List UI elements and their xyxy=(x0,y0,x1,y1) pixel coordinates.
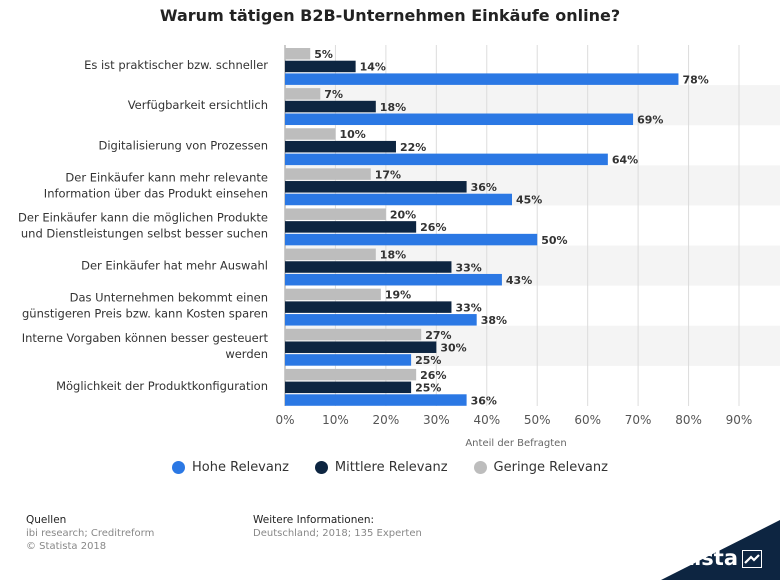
bar xyxy=(285,248,376,261)
category-label: Der Einkäufer kann mehr relevante xyxy=(65,170,268,184)
data-label: 36% xyxy=(471,394,497,407)
legend-label-geringe: Geringe Relevanz xyxy=(493,460,608,475)
bar xyxy=(285,128,336,140)
bar xyxy=(285,153,608,166)
legend-swatch-mittlere xyxy=(314,461,328,474)
data-label: 25% xyxy=(415,354,441,367)
data-label: 36% xyxy=(471,181,497,194)
x-tick-label: 0% xyxy=(275,413,294,427)
data-label: 5% xyxy=(314,48,333,61)
chart-title: Warum tätigen B2B-Unternehmen Einkäufe o… xyxy=(159,6,621,25)
category-label: Interne Vorgaben können besser gesteuert xyxy=(22,331,269,345)
legend-swatch-geringe xyxy=(473,461,487,474)
legend-item-geringe[interactable]: Geringe Relevanz xyxy=(473,460,608,475)
brand-logo-text[interactable]: statista xyxy=(647,546,738,570)
category-label: Information über das Produkt einsehen xyxy=(44,186,268,200)
category-label: und Dienstleistungen selbst besser suche… xyxy=(21,227,268,241)
x-tick-label: 70% xyxy=(625,413,652,427)
bar-chart: 0% 10% 20% 30% 40% 50% 60% 70% 80% 90% Anteil der … xyxy=(18,45,780,449)
data-label: 38% xyxy=(481,314,507,327)
legend-label-mittlere: Mittlere Relevanz xyxy=(334,460,448,475)
bar xyxy=(285,288,381,301)
category-label: Der Einkäufer kann die möglichen Produkt… xyxy=(18,211,268,225)
data-label: 7% xyxy=(324,88,343,101)
bar xyxy=(285,328,422,341)
bar xyxy=(285,354,412,366)
data-label: 45% xyxy=(516,194,542,207)
data-label: 50% xyxy=(541,234,567,247)
category-label: werden xyxy=(225,347,268,361)
data-label: 25% xyxy=(415,382,441,395)
info-block: Weitere Informationen: Deutschland; 2018… xyxy=(253,514,422,540)
x-axis-label: Anteil der Befragten xyxy=(465,438,566,449)
data-label: 26% xyxy=(420,221,446,234)
bar xyxy=(285,100,376,113)
bar xyxy=(285,261,452,273)
bar xyxy=(285,221,417,233)
bar xyxy=(285,193,512,206)
bar xyxy=(285,181,467,193)
data-label: 27% xyxy=(425,329,451,342)
data-label: 33% xyxy=(455,261,481,274)
bar xyxy=(285,73,679,85)
category-label: Digitalisierung von Prozessen xyxy=(98,138,268,152)
data-label: 20% xyxy=(390,208,416,221)
sources-label: Quellen xyxy=(26,514,67,526)
x-tick-label: 20% xyxy=(373,413,400,427)
legend-swatch-hohe xyxy=(172,461,186,474)
category-label: Der Einkäufer hat mehr Auswahl xyxy=(81,259,268,273)
data-label: 26% xyxy=(420,369,446,382)
bar xyxy=(285,48,311,60)
data-label: 10% xyxy=(339,128,365,141)
sources-text: ibi research; Creditreform xyxy=(26,528,155,539)
data-label: 18% xyxy=(380,101,406,114)
data-label: 22% xyxy=(400,141,426,154)
x-tick-label: 90% xyxy=(726,413,753,427)
bar xyxy=(285,113,634,126)
data-label: 33% xyxy=(455,301,481,314)
bar xyxy=(285,314,477,326)
legend-item-mittlere[interactable]: Mittlere Relevanz xyxy=(314,460,448,475)
statista-logo-icon xyxy=(742,550,762,568)
data-label: 69% xyxy=(637,114,663,127)
bar xyxy=(285,208,386,220)
legend-label-hohe: Hohe Relevanz xyxy=(192,460,289,475)
category-label: Es ist praktischer bzw. schneller xyxy=(84,58,268,72)
bar xyxy=(285,88,321,100)
legend-item-hohe[interactable]: Hohe Relevanz xyxy=(172,460,289,475)
data-label: 43% xyxy=(506,274,532,287)
x-tick-label: 30% xyxy=(423,413,450,427)
bar xyxy=(285,301,452,313)
bar xyxy=(285,341,437,353)
bar xyxy=(285,233,538,246)
category-label: Das Unternehmen bekommt einen xyxy=(70,291,268,305)
data-label: 64% xyxy=(612,154,638,167)
data-label: 17% xyxy=(375,168,401,181)
x-tick-label: 60% xyxy=(574,413,601,427)
category-label: Verfügbarkeit ersichtlich xyxy=(128,98,268,112)
bar xyxy=(285,394,467,406)
bar xyxy=(285,381,412,394)
x-tick-label: 40% xyxy=(473,413,500,427)
bar xyxy=(285,273,502,286)
data-label: 18% xyxy=(380,249,406,262)
data-label: 14% xyxy=(360,61,386,74)
info-text: Deutschland; 2018; 135 Experten xyxy=(253,528,422,539)
sources-block: Quellen ibi research; Creditreform © Sta… xyxy=(26,514,154,553)
x-tick-label: 10% xyxy=(322,413,349,427)
x-tick-label: 50% xyxy=(524,413,551,427)
bar xyxy=(285,368,417,381)
copyright-text: © Statista 2018 xyxy=(26,541,107,552)
info-label: Weitere Informationen: xyxy=(253,514,375,526)
category-label: günstigeren Preis bzw. kann Kosten spare… xyxy=(22,307,268,321)
x-tick-label: 80% xyxy=(675,413,702,427)
legend: Hohe Relevanz Mittlere Relevanz Geringe … xyxy=(0,460,780,475)
bar xyxy=(285,140,396,153)
data-label: 19% xyxy=(385,289,411,302)
category-label: Möglichkeit der Produktkonfiguration xyxy=(56,379,268,393)
data-label: 78% xyxy=(682,73,708,86)
data-label: 30% xyxy=(440,341,466,354)
bar xyxy=(285,168,371,180)
bar xyxy=(285,60,356,73)
